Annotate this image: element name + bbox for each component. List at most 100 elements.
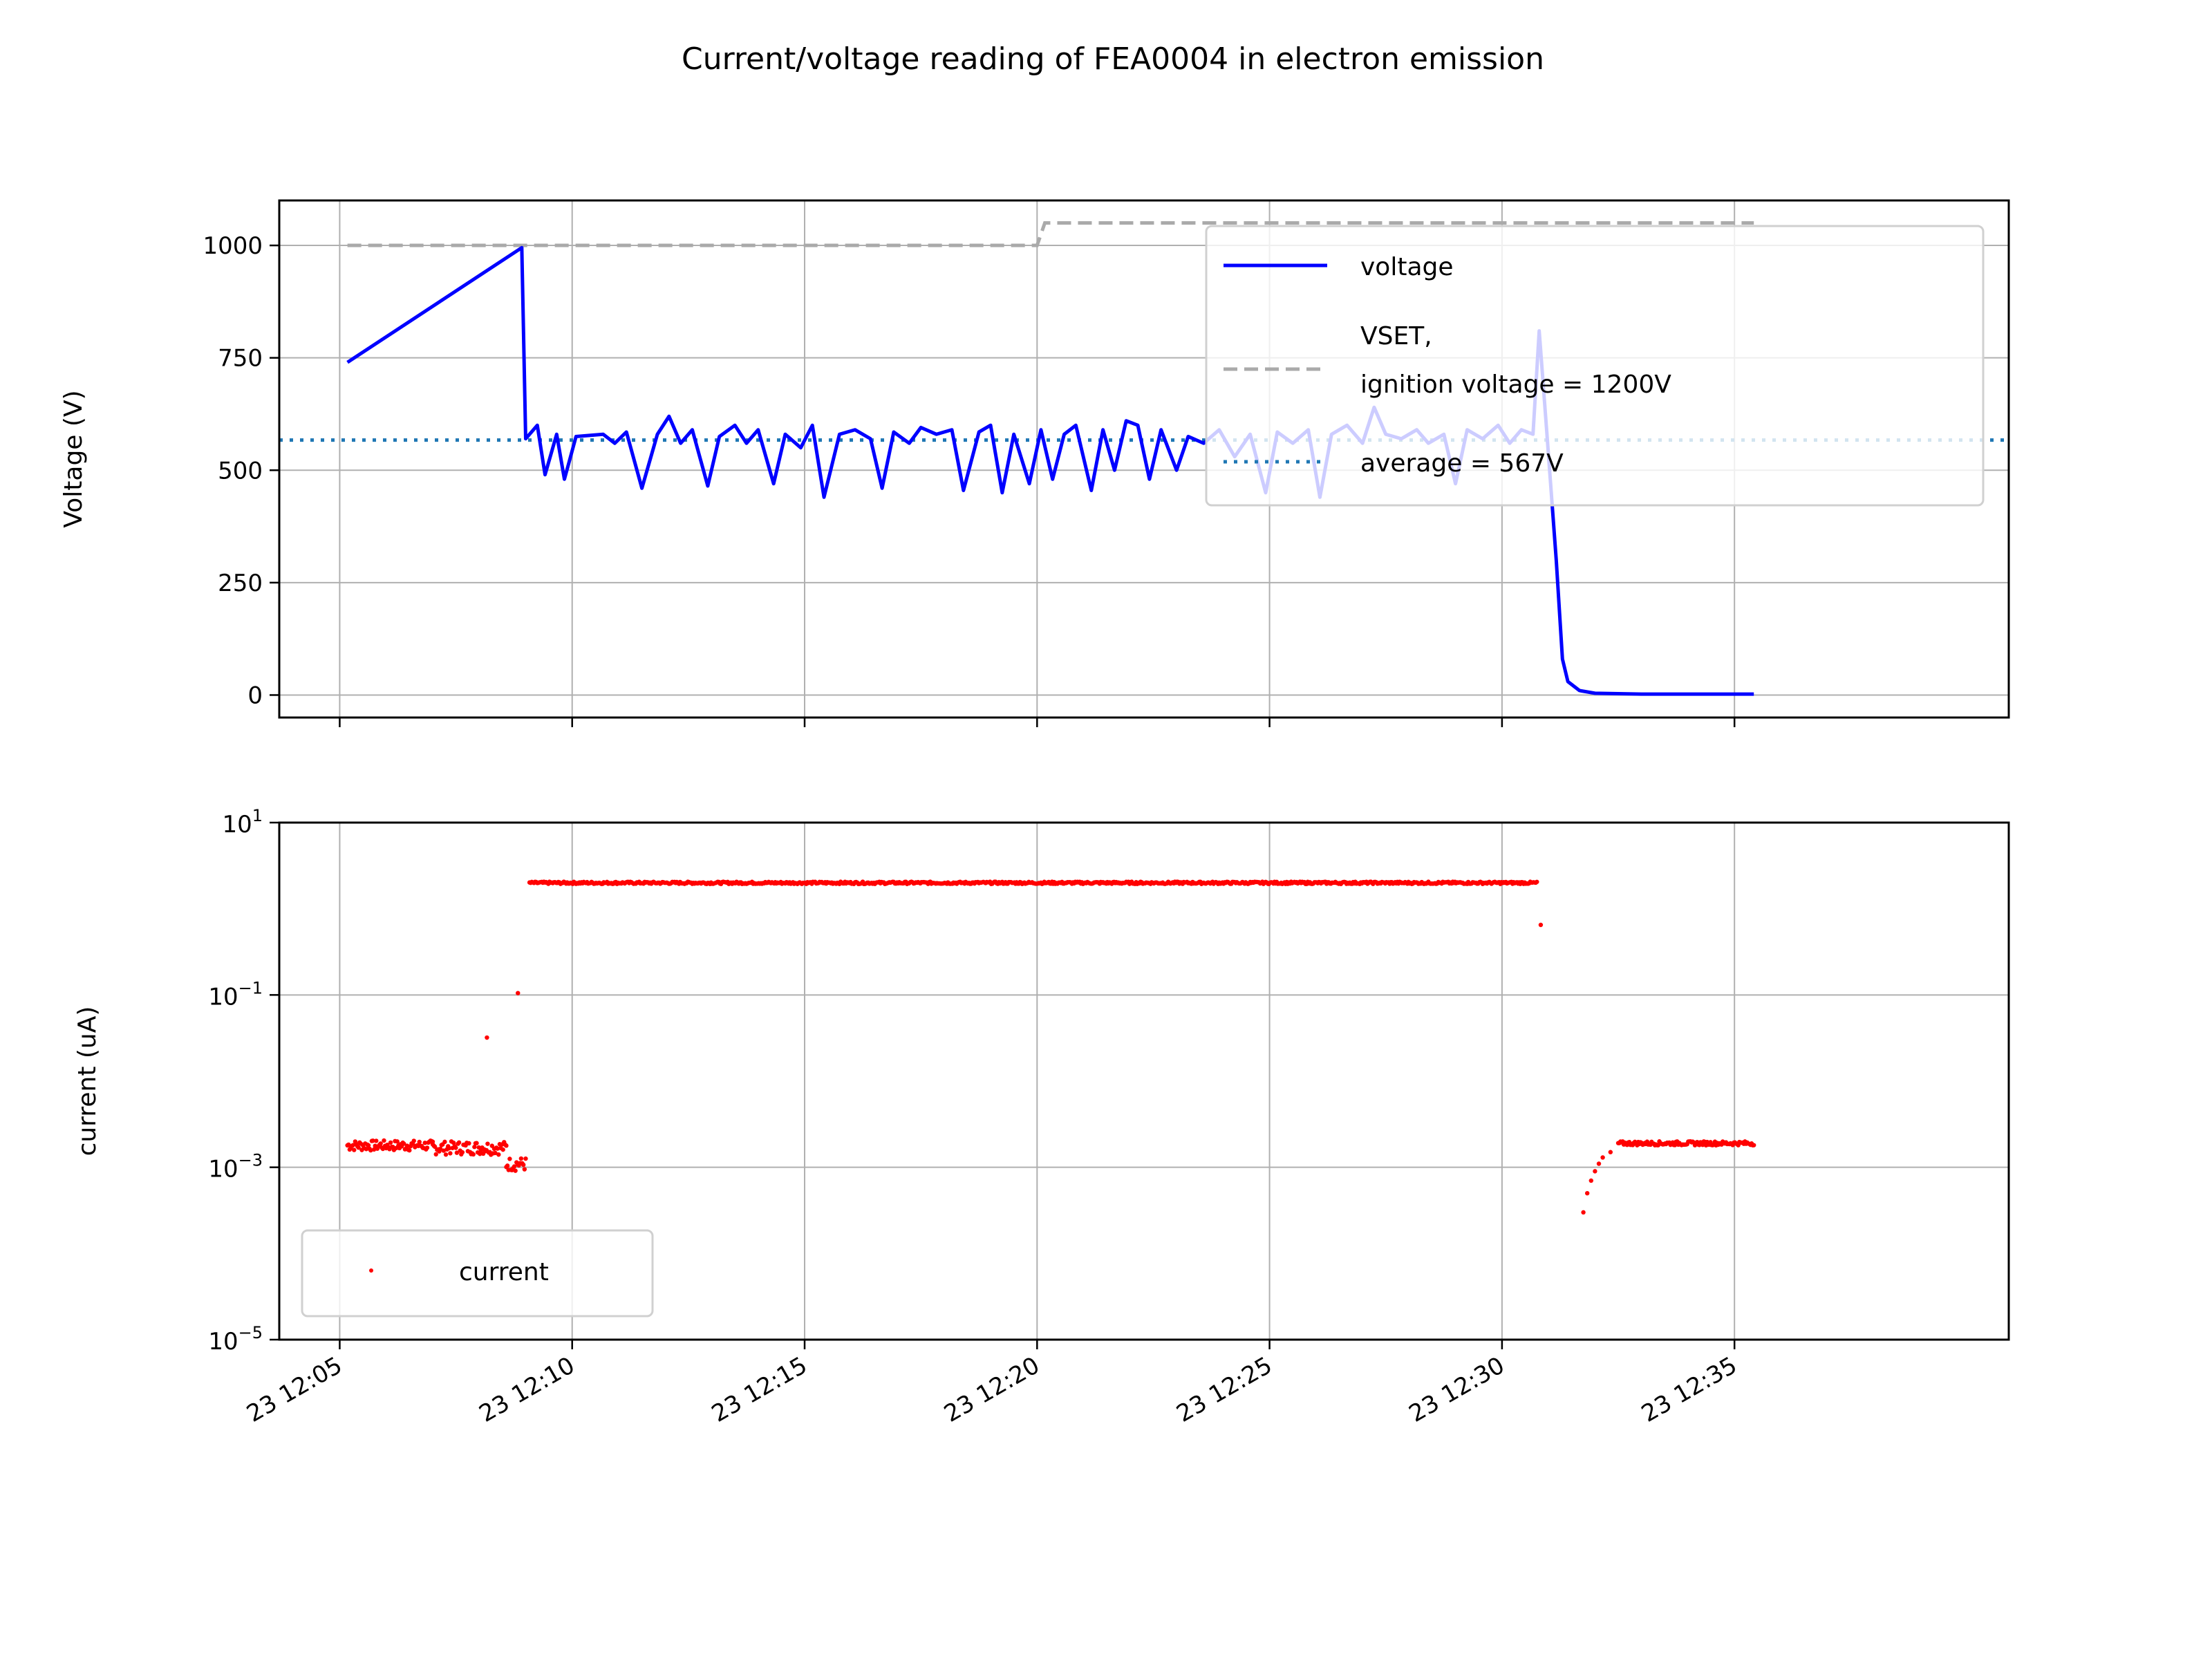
current-point: [485, 1141, 490, 1146]
current-point: [474, 1141, 479, 1145]
current-point: [433, 1152, 438, 1157]
x-tick-label: 23 12:35: [1637, 1351, 1742, 1428]
current-point: [512, 1164, 517, 1169]
current-axis-label: current (uA): [73, 1006, 102, 1156]
current-axes-frame: [278, 821, 2010, 1341]
voltage-y-tick-label: 750: [218, 345, 263, 373]
current-point: [507, 1156, 512, 1161]
current-point: [1535, 879, 1539, 884]
current-point: [1593, 1169, 1597, 1174]
voltage-legend: voltage VSET, ignition voltage = 1200V a…: [1205, 225, 1985, 507]
current-point: [432, 1144, 438, 1150]
current-point: [422, 1141, 427, 1145]
current-point: [346, 1142, 351, 1147]
current-point: [443, 1152, 449, 1157]
x-tick-label: 23 12:15: [707, 1351, 812, 1428]
current-point: [438, 1146, 443, 1152]
current-point: [364, 1147, 369, 1152]
current-point: [451, 1141, 456, 1145]
current-point: [467, 1141, 471, 1146]
x-tick-label: 23 12:10: [475, 1351, 580, 1428]
voltage-y-tick-label: 0: [247, 682, 263, 709]
current-point: [1608, 1150, 1613, 1154]
current-point: [407, 1147, 412, 1153]
current-point: [456, 1140, 462, 1145]
current-point: [366, 1143, 371, 1148]
current-point: [504, 1143, 509, 1148]
current-point: [518, 1156, 524, 1161]
chart-title: Current/voltage reading of FEA0004 in el…: [682, 41, 1544, 77]
current-point: [500, 1147, 505, 1152]
x-tick-label: 23 12:20: [939, 1351, 1044, 1428]
current-point: [378, 1141, 383, 1146]
x-tick-label: 23 12:25: [1172, 1351, 1277, 1428]
current-point: [404, 1143, 410, 1148]
legend-vset-label: VSET, ignition voltage = 1200V: [1360, 322, 1671, 399]
current-point: [382, 1138, 386, 1143]
current-point: [1600, 1155, 1605, 1160]
legend-vset-line1: VSET,: [1360, 322, 1432, 350]
current-point: [513, 1168, 518, 1173]
current-legend: current: [301, 1229, 654, 1318]
current-point: [453, 1145, 458, 1150]
current-point: [352, 1147, 357, 1152]
current-point: [495, 1146, 500, 1151]
legend-vset-line2: ignition voltage = 1200V: [1360, 371, 1671, 399]
current-point: [447, 1145, 451, 1151]
current-point: [522, 1167, 527, 1172]
legend-current-label: current: [459, 1258, 549, 1286]
current-point: [380, 1146, 386, 1152]
current-point: [1584, 1190, 1590, 1196]
current-point: [371, 1147, 377, 1152]
current-legend-box: [301, 1229, 654, 1318]
current-point: [1538, 922, 1544, 928]
legend-average-label: average = 567V: [1360, 449, 1564, 478]
current-point: [395, 1139, 400, 1144]
legend-current-swatch: [369, 1268, 373, 1273]
current-point: [478, 1152, 482, 1156]
current-point: [460, 1150, 465, 1155]
current-point: [374, 1138, 379, 1143]
current-point: [523, 1156, 528, 1161]
current-point: [521, 1162, 526, 1168]
current-point: [471, 1152, 476, 1157]
current-panel: 23 12:05 23 12:10 23 12:15 23 12:20 23 12:25…: [73, 806, 2010, 1428]
current-y-tick-label: 10−3: [208, 1151, 263, 1183]
current-point: [485, 1035, 489, 1040]
current-point: [356, 1145, 361, 1150]
current-point: [371, 1138, 375, 1143]
x-tick-label: 23 12:05: [242, 1351, 347, 1428]
current-point: [516, 991, 521, 995]
voltage-y-tick-label: 250: [218, 570, 263, 597]
current-point: [1581, 1210, 1586, 1215]
voltage-axes-frame: [278, 199, 2010, 719]
current-point: [1588, 1178, 1593, 1183]
voltage-panel: 0 250 500 750 1000 Voltage (V) voltage VSET,…: [59, 199, 2010, 727]
current-point: [454, 1150, 460, 1155]
voltage-y-tick-label: 500: [218, 457, 263, 485]
legend-voltage-label: voltage: [1360, 253, 1454, 281]
current-point: [505, 1163, 510, 1168]
current-point: [368, 1147, 373, 1153]
voltage-ticks: 0 250 500 750 1000: [203, 232, 1736, 727]
vset-series-line: [347, 221, 1754, 247]
voltage-axis-label: Voltage (V): [59, 390, 88, 527]
current-y-tick-label: 10−1: [208, 978, 263, 1011]
voltage-y-tick-label: 1000: [203, 232, 263, 260]
current-y-tick-label: 10−5: [208, 1323, 263, 1356]
current-point: [448, 1151, 453, 1156]
current-point: [350, 1143, 355, 1147]
current-point: [388, 1140, 393, 1145]
current-point: [1596, 1161, 1602, 1166]
current-point: [417, 1139, 422, 1145]
current-point: [424, 1145, 430, 1150]
current-point: [411, 1138, 416, 1143]
current-y-tick-label: 101: [222, 806, 263, 838]
current-ticks: 23 12:05 23 12:10 23 12:15 23 12:20 23 12:25…: [208, 806, 1741, 1428]
voltage-legend-box: [1205, 225, 1985, 507]
current-points: [345, 879, 1756, 1215]
current-point: [493, 1150, 498, 1156]
vset-line: [347, 221, 1754, 247]
current-point: [402, 1141, 406, 1146]
